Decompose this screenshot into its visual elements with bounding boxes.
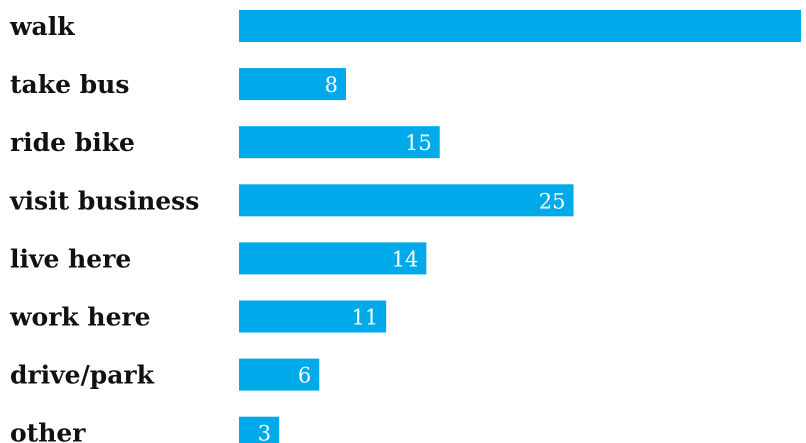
value-label-live-here: 14: [392, 247, 419, 271]
category-label-visit-business: visit business: [9, 186, 199, 215]
value-label-work-here: 11: [351, 306, 378, 330]
category-label-ride-bike: ride bike: [10, 128, 135, 157]
value-label-ride-bike: 15: [405, 131, 432, 155]
value-label-other: 3: [258, 422, 271, 443]
category-label-drive-park: drive/park: [10, 361, 155, 390]
category-labels: walk take bus ride bike visit business live …: [9, 12, 199, 443]
bars: [239, 10, 801, 443]
category-label-take-bus: take bus: [10, 70, 129, 99]
bar-visit-business: [239, 184, 574, 216]
bar-walk: [239, 10, 801, 42]
category-label-live-here: live here: [10, 244, 131, 273]
value-label-visit-business: 25: [539, 189, 566, 213]
category-label-other: other: [10, 419, 86, 443]
category-label-work-here: work here: [9, 303, 151, 332]
value-label-drive-park: 6: [298, 364, 311, 388]
category-label-walk: walk: [9, 12, 75, 41]
value-label-take-bus: 8: [325, 73, 338, 97]
